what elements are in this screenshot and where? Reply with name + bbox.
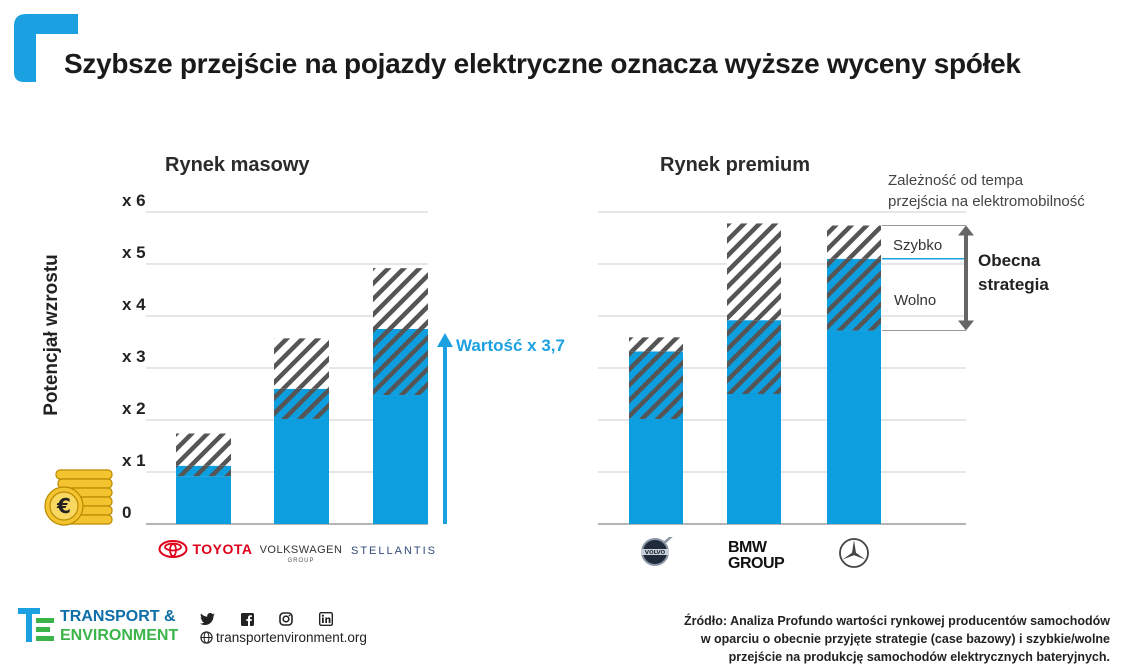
- bar-slow: [827, 258, 881, 331]
- bar-base: [629, 418, 683, 524]
- social-links: [200, 611, 333, 629]
- bar-slow: [727, 320, 781, 394]
- bar-fast: [629, 337, 683, 352]
- strategy-line-1: Obecna: [978, 251, 1041, 270]
- source-note: Źródło: Analiza Profundo wartości rynkow…: [684, 614, 1110, 664]
- twitter-icon[interactable]: [200, 613, 215, 626]
- bar-base: [373, 395, 428, 524]
- vw-text-1: VOLKSWAGEN: [259, 544, 343, 556]
- current-strategy-label: Obecna strategia: [978, 249, 1049, 297]
- fast-label: Szybko: [893, 237, 943, 254]
- panel-title-premium: Rynek premium: [660, 154, 811, 176]
- bmw-text-2: GROUP: [728, 555, 785, 572]
- value-arrow-head: [437, 333, 453, 347]
- bar-slow: [176, 465, 231, 477]
- website-link[interactable]: transportenvironment.org: [200, 630, 367, 645]
- bar-fast: [827, 225, 881, 259]
- website-url: transportenvironment.org: [216, 630, 367, 645]
- speed-dependency-note: Zależność od tempa przejścia na elektrom…: [888, 170, 1085, 212]
- note-line-2: przejścia na elektromobilność: [888, 193, 1085, 210]
- te-org-name: TRANSPORT & ENVIRONMENT: [60, 607, 178, 645]
- bar-base: [727, 394, 781, 524]
- bar-fast: [373, 268, 428, 329]
- toyota-emblem-icon: [158, 540, 188, 558]
- volvo-logo: VOLVO: [638, 535, 674, 572]
- y-tick-label: x 3: [122, 347, 146, 366]
- toyota-text: TOYOTA: [192, 541, 253, 557]
- page-title: Szybsze przejście na pojazdy elektryczne…: [64, 48, 1021, 79]
- y-tick-label: x 5: [122, 243, 146, 262]
- bar-fast: [274, 338, 329, 389]
- volvo-text: VOLVO: [645, 550, 666, 556]
- y-tick-label: 0: [122, 503, 131, 522]
- y-tick-label: x 2: [122, 399, 146, 418]
- y-tick-label: x 4: [122, 295, 146, 314]
- bar-slow: [274, 388, 329, 419]
- vw-logo: VOLKSWAGEN GROUP: [259, 544, 343, 564]
- y-tick-label: x 6: [122, 191, 146, 210]
- y-tick-label: x 1: [122, 451, 146, 470]
- corner-mark-icon: [14, 14, 78, 82]
- facebook-icon[interactable]: [240, 613, 254, 626]
- note-line-1: Zależność od tempa: [888, 172, 1024, 189]
- bar-slow: [629, 351, 683, 419]
- mercedes-star-icon: [839, 538, 869, 568]
- bar-fast: [176, 433, 231, 466]
- toyota-logo: TOYOTA: [158, 540, 253, 558]
- bar-base: [274, 418, 329, 524]
- te-org-line-2: ENVIRONMENT: [60, 627, 179, 644]
- globe-icon: [200, 631, 213, 644]
- svg-text:€: €: [56, 494, 71, 518]
- bar-base: [827, 330, 881, 524]
- instagram-icon[interactable]: [279, 612, 294, 626]
- volvo-emblem-icon: VOLVO: [641, 535, 673, 566]
- vw-text-2: GROUP: [287, 558, 315, 564]
- bmw-logo: BMW GROUP: [728, 539, 785, 572]
- linkedin-icon[interactable]: [318, 611, 333, 627]
- stellantis-logo: STELLANTIS: [351, 545, 438, 557]
- bar-slow: [373, 329, 428, 396]
- slow-label: Wolno: [894, 292, 937, 309]
- euro-coins-icon: €: [44, 469, 113, 526]
- panel-title-mass: Rynek masowy: [165, 154, 310, 176]
- bracket-arrow-bottom: [958, 320, 974, 331]
- bmw-text-1: BMW: [728, 539, 767, 556]
- y-axis-label: Potencjał wzrostu: [41, 254, 62, 416]
- value-arrow-label: Wartość x 3,7: [456, 336, 565, 355]
- strategy-line-2: strategia: [978, 275, 1049, 294]
- bar-base: [176, 476, 231, 524]
- te-logo-icon: [18, 608, 54, 642]
- bracket-arrow-top: [958, 225, 974, 236]
- bar-fast: [727, 223, 781, 321]
- te-org-line-1: TRANSPORT &: [60, 608, 176, 625]
